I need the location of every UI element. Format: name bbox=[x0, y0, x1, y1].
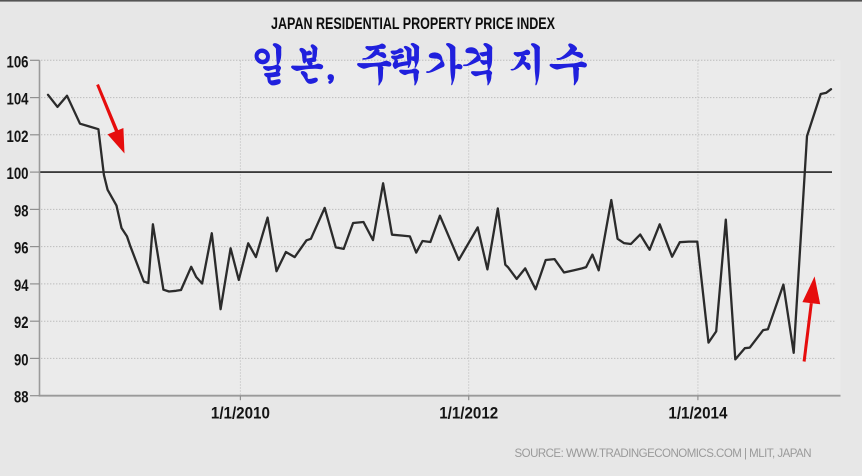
svg-text:104: 104 bbox=[7, 91, 30, 109]
svg-text:92: 92 bbox=[14, 314, 29, 332]
svg-text:106: 106 bbox=[7, 53, 29, 71]
svg-text:SOURCE: WWW.TRADINGECONOMICS.C: SOURCE: WWW.TRADINGECONOMICS.COM | MLIT,… bbox=[515, 448, 812, 460]
svg-text:90: 90 bbox=[14, 351, 29, 369]
svg-text:1/1/2014: 1/1/2014 bbox=[668, 403, 727, 422]
svg-text:94: 94 bbox=[14, 277, 29, 295]
svg-text:JAPAN RESIDENTIAL PROPERTY PRI: JAPAN RESIDENTIAL PROPERTY PRICE INDEX bbox=[271, 14, 555, 33]
svg-text:88: 88 bbox=[14, 389, 29, 407]
svg-text:102: 102 bbox=[7, 128, 29, 146]
svg-text:100: 100 bbox=[7, 165, 29, 183]
svg-text:96: 96 bbox=[14, 240, 29, 258]
svg-text:1/1/2010: 1/1/2010 bbox=[211, 403, 270, 422]
svg-text:98: 98 bbox=[14, 202, 29, 220]
svg-text:1/1/2012: 1/1/2012 bbox=[439, 403, 498, 422]
